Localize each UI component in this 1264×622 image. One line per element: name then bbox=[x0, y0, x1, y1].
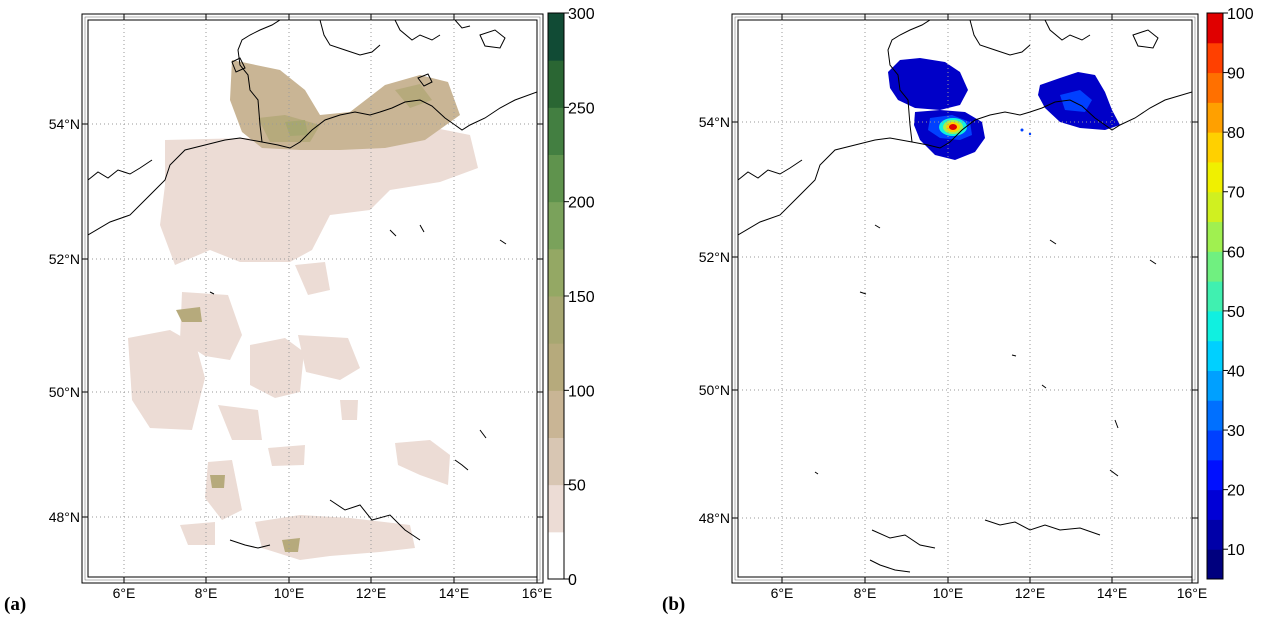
colorbar-swatch bbox=[1207, 430, 1223, 461]
colorbar-swatch bbox=[1207, 251, 1223, 282]
colorbar-tick-label: 200 bbox=[568, 195, 595, 212]
x-tick-label: 10°E bbox=[933, 585, 964, 601]
colorbar-swatch bbox=[1207, 161, 1223, 193]
x-tick-label: 6°E bbox=[113, 585, 136, 601]
colorbar-swatch bbox=[548, 154, 564, 203]
map-a-coastline bbox=[88, 20, 537, 549]
y-tick-label: 54°N bbox=[49, 116, 80, 132]
colorbar-tick-label: 0 bbox=[568, 572, 577, 589]
colorbar-tick-label: 250 bbox=[568, 100, 595, 117]
colorbar-swatch bbox=[1207, 13, 1223, 44]
colorbar-swatch bbox=[548, 248, 564, 297]
colorbar-swatch bbox=[548, 296, 564, 344]
x-tick-label: 8°E bbox=[195, 585, 218, 601]
y-tick-label: 52°N bbox=[49, 251, 80, 267]
colorbar-swatch bbox=[548, 201, 564, 250]
colorbar-tick-label: 150 bbox=[568, 289, 595, 306]
colorbar-tick-label: 40 bbox=[1227, 363, 1245, 380]
map-a-axes bbox=[81, 13, 544, 584]
colorbar-tick-label: 90 bbox=[1227, 66, 1245, 83]
colorbar-swatch bbox=[548, 107, 564, 155]
x-tick-label: 14°E bbox=[439, 585, 470, 601]
colorbar-swatch bbox=[1207, 191, 1223, 223]
colorbar-swatch bbox=[1207, 549, 1223, 580]
panel-a: 6°E 8°E 10°E 12°E 14°E 16°E 54°N 52°N 50°N 48°N 0… bbox=[4, 6, 595, 615]
y-tick-label: 48°N bbox=[699, 510, 730, 526]
map-b-axes bbox=[731, 13, 1199, 584]
colorbar-tick-label: 20 bbox=[1227, 483, 1245, 500]
colorbar-tick-label: 10 bbox=[1227, 542, 1245, 559]
colorbar-swatch bbox=[1207, 281, 1223, 312]
colorbar-swatch bbox=[548, 484, 564, 533]
map-b-tick-labels: 6°E 8°E 10°E 12°E 14°E 16°E 54°N 52°N 50°N 48°N bbox=[699, 114, 1208, 601]
x-tick-label: 10°E bbox=[274, 585, 305, 601]
map-b-coastline bbox=[738, 20, 1192, 573]
colorbar-swatch bbox=[1207, 221, 1223, 252]
colorbar-swatch bbox=[1207, 370, 1223, 401]
colorbar-tick-label: 60 bbox=[1227, 244, 1245, 261]
colorbar-tick-label: 70 bbox=[1227, 185, 1245, 202]
panel-b: 6°E 8°E 10°E 12°E 14°E 16°E 54°N 52°N 50°N 48°N 1… bbox=[662, 6, 1254, 615]
colorbar-swatch bbox=[1207, 400, 1223, 431]
y-tick-label: 50°N bbox=[49, 384, 80, 400]
colorbar-tick-label: 100 bbox=[568, 383, 595, 400]
colorbar-swatch bbox=[1207, 42, 1223, 74]
colorbar-swatch bbox=[1207, 310, 1223, 342]
colorbar-tick-label: 30 bbox=[1227, 423, 1245, 440]
y-tick-label: 48°N bbox=[49, 509, 80, 525]
colorbar-swatch bbox=[1207, 519, 1223, 550]
y-tick-label: 50°N bbox=[699, 382, 730, 398]
colorbar-tick-label: 100 bbox=[1227, 6, 1254, 23]
colorbar-swatch bbox=[1207, 489, 1223, 520]
colorbar-swatch bbox=[548, 531, 564, 580]
colorbar-swatch bbox=[1207, 72, 1223, 103]
colorbar-swatch bbox=[1207, 459, 1223, 491]
colorbar-swatch bbox=[548, 13, 564, 61]
x-tick-label: 16°E bbox=[522, 585, 553, 601]
colorbar-tick-label: 50 bbox=[568, 478, 586, 495]
colorbar-swatch bbox=[548, 60, 564, 108]
colorbar-frame bbox=[1206, 12, 1224, 580]
colorbar-a: 0 50 100 150 200 250 300 bbox=[547, 6, 595, 589]
colorbar-tick-label: 300 bbox=[568, 6, 595, 23]
x-tick-label: 16°E bbox=[1177, 585, 1208, 601]
x-tick-label: 8°E bbox=[854, 585, 877, 601]
colorbar-swatch bbox=[1207, 132, 1223, 163]
panel-a-label: (a) bbox=[4, 594, 26, 615]
colorbar-swatch bbox=[1207, 102, 1223, 133]
y-tick-label: 52°N bbox=[699, 249, 730, 265]
colorbar-tick-label: 80 bbox=[1227, 125, 1245, 142]
colorbar-swatch bbox=[548, 437, 564, 486]
x-tick-label: 14°E bbox=[1097, 585, 1128, 601]
colorbar-swatch bbox=[1207, 340, 1223, 371]
colorbar-swatch bbox=[548, 390, 564, 438]
x-tick-label: 6°E bbox=[771, 585, 794, 601]
panel-b-label: (b) bbox=[662, 594, 685, 615]
map-a-shaded-field bbox=[128, 60, 478, 560]
y-tick-label: 54°N bbox=[699, 114, 730, 130]
colorbar-b: 10 20 30 40 50 60 70 80 90 100 bbox=[1206, 6, 1254, 580]
x-tick-label: 12°E bbox=[1015, 585, 1046, 601]
colorbar-swatch bbox=[548, 343, 564, 391]
colorbar-tick-label: 50 bbox=[1227, 304, 1245, 321]
map-a-tick-labels: 6°E 8°E 10°E 12°E 14°E 16°E 54°N 52°N 50°N 48°N bbox=[49, 116, 553, 601]
x-tick-label: 12°E bbox=[356, 585, 387, 601]
